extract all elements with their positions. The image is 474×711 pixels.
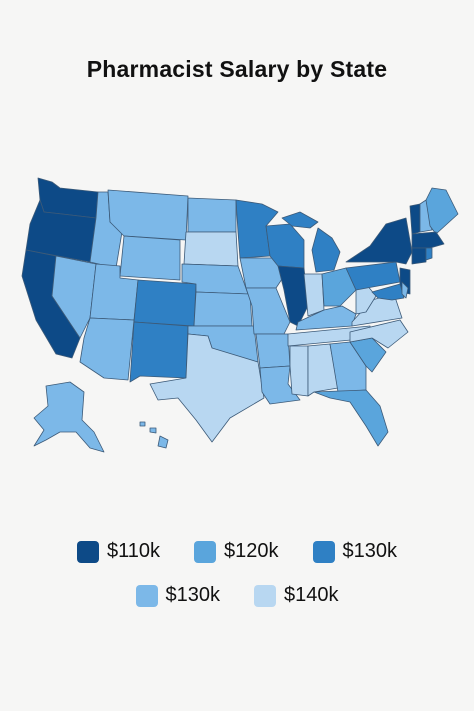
state-north-carolina[interactable] — [349, 319, 409, 349]
legend-label-110k: $110k — [106, 540, 160, 562]
state-south-dakota[interactable] — [183, 231, 239, 267]
state-texas[interactable] — [149, 333, 265, 443]
state-alabama[interactable] — [307, 343, 339, 397]
legend-swatch-120k — [194, 540, 216, 563]
state-rhode-island[interactable] — [425, 247, 433, 261]
state-vermont[interactable] — [409, 203, 421, 235]
legend-item-140k: $140k — [254, 584, 339, 607]
state-mississippi[interactable] — [289, 345, 309, 397]
map-title: Pharmacist Salary by State — [86, 56, 388, 82]
legend-row-1: $110k $120k $130k — [0, 540, 474, 563]
legend-label-130k-dark: $130k — [342, 540, 398, 562]
state-montana[interactable] — [107, 189, 189, 241]
us-map — [0, 160, 474, 480]
state-colorado[interactable] — [133, 279, 197, 327]
legend-swatch-130k-dark — [312, 540, 335, 563]
legend-label-130k-light: $130k — [165, 584, 221, 606]
state-florida[interactable] — [313, 389, 389, 447]
state-ohio[interactable] — [321, 267, 357, 307]
state-indiana[interactable] — [303, 273, 325, 317]
state-georgia[interactable] — [329, 341, 367, 393]
state-connecticut[interactable] — [411, 247, 427, 265]
state-massachusetts[interactable] — [411, 231, 445, 249]
state-alaska[interactable] — [33, 381, 105, 453]
state-kansas[interactable] — [193, 291, 253, 327]
state-hawaii-oahu[interactable] — [139, 421, 146, 427]
state-new-hampshire[interactable] — [419, 199, 433, 233]
state-new-mexico[interactable] — [129, 321, 189, 383]
legend-row-2: $130k $140k — [0, 584, 474, 607]
state-north-dakota[interactable] — [187, 197, 237, 233]
state-arkansas[interactable] — [255, 333, 291, 369]
legend-item-130k-light: $130k — [135, 584, 221, 607]
state-hawaii-maui[interactable] — [149, 427, 157, 434]
legend-item-120k: $120k — [194, 540, 279, 563]
legend-swatch-130k-light — [135, 584, 158, 607]
state-pennsylvania[interactable] — [345, 261, 401, 291]
state-maine[interactable] — [425, 187, 459, 235]
legend-label-120k: $120k — [224, 540, 279, 562]
state-hawaii-big[interactable] — [157, 435, 169, 449]
state-wyoming[interactable] — [119, 235, 181, 281]
state-delaware[interactable] — [401, 281, 409, 299]
legend-label-140k: $140k — [284, 584, 339, 606]
state-maryland[interactable] — [371, 283, 405, 301]
legend-swatch-110k — [76, 540, 99, 563]
state-new-york[interactable] — [345, 217, 413, 265]
state-michigan[interactable] — [311, 227, 341, 273]
state-nevada[interactable] — [51, 255, 97, 339]
legend-item-130k-dark: $130k — [312, 540, 398, 563]
state-michigan-upper[interactable] — [281, 211, 319, 229]
legend-swatch-140k — [254, 584, 276, 607]
legend-item-110k: $110k — [76, 540, 160, 563]
state-arizona[interactable] — [79, 317, 135, 381]
